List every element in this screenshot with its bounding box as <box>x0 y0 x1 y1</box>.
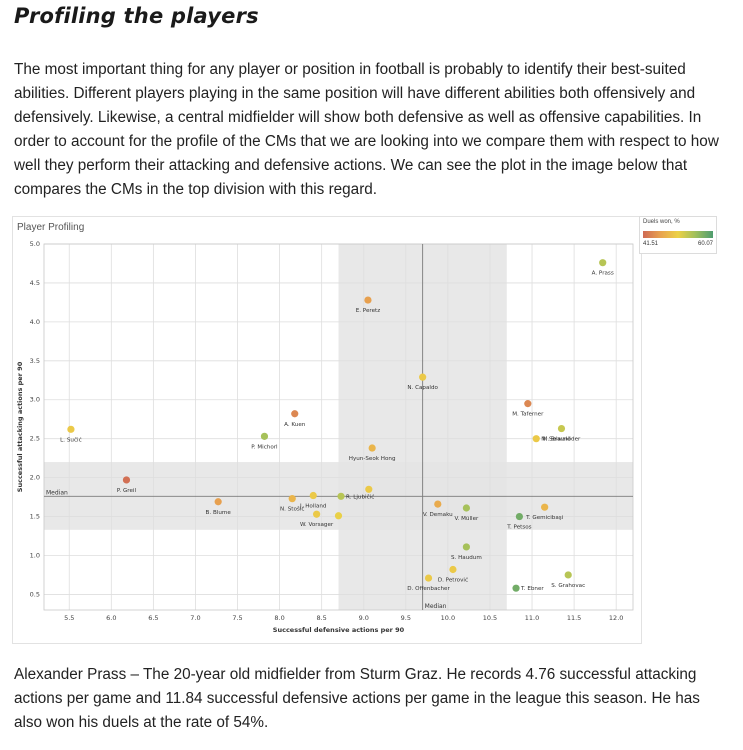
point-label: T. Gemicibaşi <box>525 515 564 521</box>
data-point <box>564 571 572 579</box>
data-point <box>541 503 549 511</box>
x-tick-label: 9.0 <box>359 614 369 622</box>
data-point <box>524 400 532 408</box>
x-tick-label: 6.0 <box>106 614 116 622</box>
outro-paragraph: Alexander Prass – The 20-year old midfie… <box>14 666 700 731</box>
point-label: R. Ljubičić <box>346 493 374 500</box>
data-point <box>122 476 131 484</box>
data-point <box>309 491 317 500</box>
y-tick-label: 0.5 <box>30 590 40 598</box>
chart-panel: Player Profiling 0.5 1.0 1.5 2.0 2.5 3.0 3.5 4.… <box>12 216 642 644</box>
data-point <box>368 444 376 452</box>
point-label: M. Braunöder <box>543 437 581 443</box>
point-label: J. Holland <box>299 504 327 510</box>
x-tick-label: 7.0 <box>190 614 200 622</box>
y-tick-label: 1.5 <box>30 513 40 521</box>
data-point <box>462 543 470 551</box>
point-label: D. Petrović <box>438 577 468 584</box>
data-point <box>337 492 345 500</box>
scatter-chart: 0.5 1.0 1.5 2.0 2.5 3.0 3.5 4.0 4.5 5.0 5.5 6.0 6.5 7… <box>16 240 634 634</box>
point-label: E. Peretz <box>356 308 381 314</box>
point-label: A. Prass <box>592 271 614 277</box>
x-tick-label: 10.5 <box>483 614 497 622</box>
data-point <box>424 574 433 582</box>
x-tick-label: 7.5 <box>232 614 242 622</box>
data-point <box>364 296 372 304</box>
x-tick-label: 6.5 <box>148 614 158 622</box>
data-point <box>462 504 470 512</box>
y-tick-label: 1.0 <box>30 551 40 559</box>
point-label: P. Michorl <box>251 444 278 450</box>
data-point <box>365 485 373 493</box>
point-label: Hyun-Seok Hong <box>349 456 396 462</box>
data-point <box>288 495 296 503</box>
legend-title: Duels won, % <box>643 219 680 225</box>
y-tick-label: 3.5 <box>30 357 40 365</box>
plot-border <box>43 243 634 611</box>
data-point <box>260 432 269 440</box>
point-label: S. Grahovac <box>551 583 585 589</box>
data-point <box>214 498 222 506</box>
point-label: L. Sučić <box>60 436 81 443</box>
point-label: W. Vorsager <box>300 522 334 528</box>
point-label: N. Seiwald <box>541 437 571 443</box>
data-point <box>599 259 607 267</box>
y-tick-label: 3.0 <box>30 396 40 404</box>
point-label: D. Offenbacher <box>407 586 450 592</box>
color-legend: Duels won, % 41.51 60.07 <box>639 216 717 254</box>
y-tick-label: 5.0 <box>30 240 40 248</box>
point-label: T. Ebner <box>520 586 544 592</box>
point-label: M. Taferner <box>512 412 544 418</box>
y-tick-label: 4.5 <box>30 279 40 287</box>
x-tick-label: 11.5 <box>567 614 581 622</box>
data-point <box>313 510 321 518</box>
data-point <box>419 373 427 381</box>
x-tick-label: 5.5 <box>64 614 74 622</box>
y-tick-label: 4.0 <box>30 318 40 326</box>
intro-paragraph: The most important thing for any player … <box>14 61 719 198</box>
y-median-label: Median <box>46 489 68 496</box>
x-tick-label: 11.0 <box>525 614 539 622</box>
data-point <box>515 512 524 521</box>
point-label: N. Capaldo <box>407 385 438 391</box>
data-point <box>449 565 457 574</box>
legend-min: 41.51 <box>643 241 659 247</box>
data-point <box>334 512 343 520</box>
section-heading: Profiling the players <box>14 4 259 28</box>
point-label: N. Stošić <box>280 506 304 513</box>
legend-max: 60.07 <box>697 241 713 247</box>
x-axis-title: Successful defensive actions per 90 <box>273 626 405 634</box>
point-label: A. Kuen <box>284 422 306 428</box>
x-tick-label: 8.0 <box>274 614 284 622</box>
y-tick-label: 2.0 <box>30 474 40 482</box>
x-tick-label: 10.0 <box>441 614 455 622</box>
point-label: S. Haudum <box>451 555 482 561</box>
point-label: P. Greil <box>117 488 137 494</box>
data-point <box>434 500 442 508</box>
y-axis-title: Successful attacking actions per 90 <box>16 361 24 492</box>
data-point <box>291 410 299 418</box>
x-tick-label: 8.5 <box>316 614 326 622</box>
x-median-label: Median <box>425 603 447 610</box>
legend-gradient <box>643 231 713 238</box>
point-label: V. Demaku <box>423 512 453 518</box>
x-tick-label: 9.5 <box>401 614 411 622</box>
y-tick-label: 2.5 <box>30 435 40 443</box>
point-label: B. Blume <box>206 510 232 516</box>
point-label: V. Müller <box>454 516 479 522</box>
data-point <box>512 584 520 592</box>
point-label: T. Petsos <box>506 525 531 531</box>
data-point <box>67 425 75 433</box>
x-tick-label: 12.0 <box>609 614 623 622</box>
data-point <box>532 435 540 443</box>
data-point <box>557 424 566 433</box>
chart-title: Player Profiling <box>17 222 85 233</box>
